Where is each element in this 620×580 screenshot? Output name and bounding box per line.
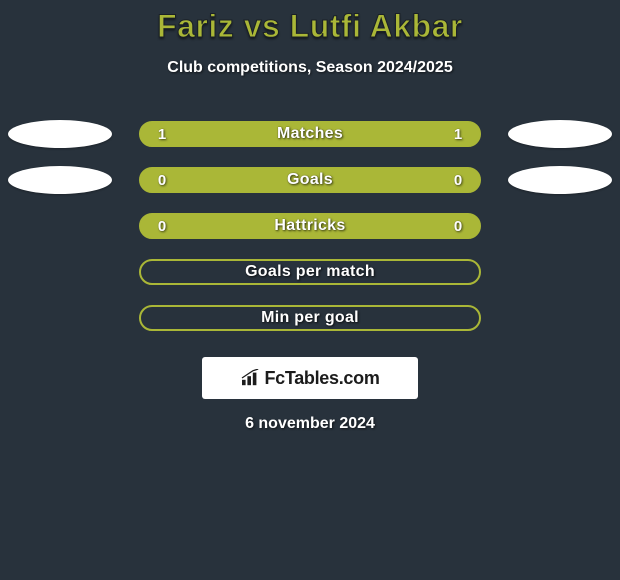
stats-container: 1 Matches 1 0 Goals 0 0 Hattricks 0 xyxy=(0,111,620,341)
stat-right-value: 0 xyxy=(448,218,468,235)
stat-label: Goals per match xyxy=(245,263,375,281)
subtitle: Club competitions, Season 2024/2025 xyxy=(0,59,620,77)
player-right-ellipse xyxy=(508,166,612,194)
page-title: Fariz vs Lutfi Akbar xyxy=(0,8,620,45)
stat-bar: 0 Hattricks 0 xyxy=(139,213,481,239)
stat-left-value: 0 xyxy=(152,218,172,235)
stat-row-matches: 1 Matches 1 xyxy=(0,111,620,157)
bar-chart-icon xyxy=(240,369,262,387)
stat-bar: Min per goal xyxy=(139,305,481,331)
branding-text: FcTables.com xyxy=(264,368,379,389)
stat-left-value: 1 xyxy=(152,126,172,143)
branding-link[interactable]: FcTables.com xyxy=(202,357,418,399)
stat-row-goals: 0 Goals 0 xyxy=(0,157,620,203)
stat-label: Matches xyxy=(277,125,343,143)
stat-bar: 0 Goals 0 xyxy=(139,167,481,193)
stat-label: Hattricks xyxy=(274,217,345,235)
stat-right-value: 1 xyxy=(448,126,468,143)
stat-right-value: 0 xyxy=(448,172,468,189)
player-right-ellipse xyxy=(508,120,612,148)
stat-label: Goals xyxy=(287,171,333,189)
stat-left-value: 0 xyxy=(152,172,172,189)
stat-label: Min per goal xyxy=(261,309,359,327)
player-left-ellipse xyxy=(8,166,112,194)
stat-row-hattricks: 0 Hattricks 0 xyxy=(0,203,620,249)
stat-row-goals-per-match: Goals per match xyxy=(0,249,620,295)
stat-bar: Goals per match xyxy=(139,259,481,285)
player-left-ellipse xyxy=(8,120,112,148)
stat-bar: 1 Matches 1 xyxy=(139,121,481,147)
comparison-card: Fariz vs Lutfi Akbar Club competitions, … xyxy=(0,0,620,580)
date-label: 6 november 2024 xyxy=(0,415,620,433)
stat-row-min-per-goal: Min per goal xyxy=(0,295,620,341)
